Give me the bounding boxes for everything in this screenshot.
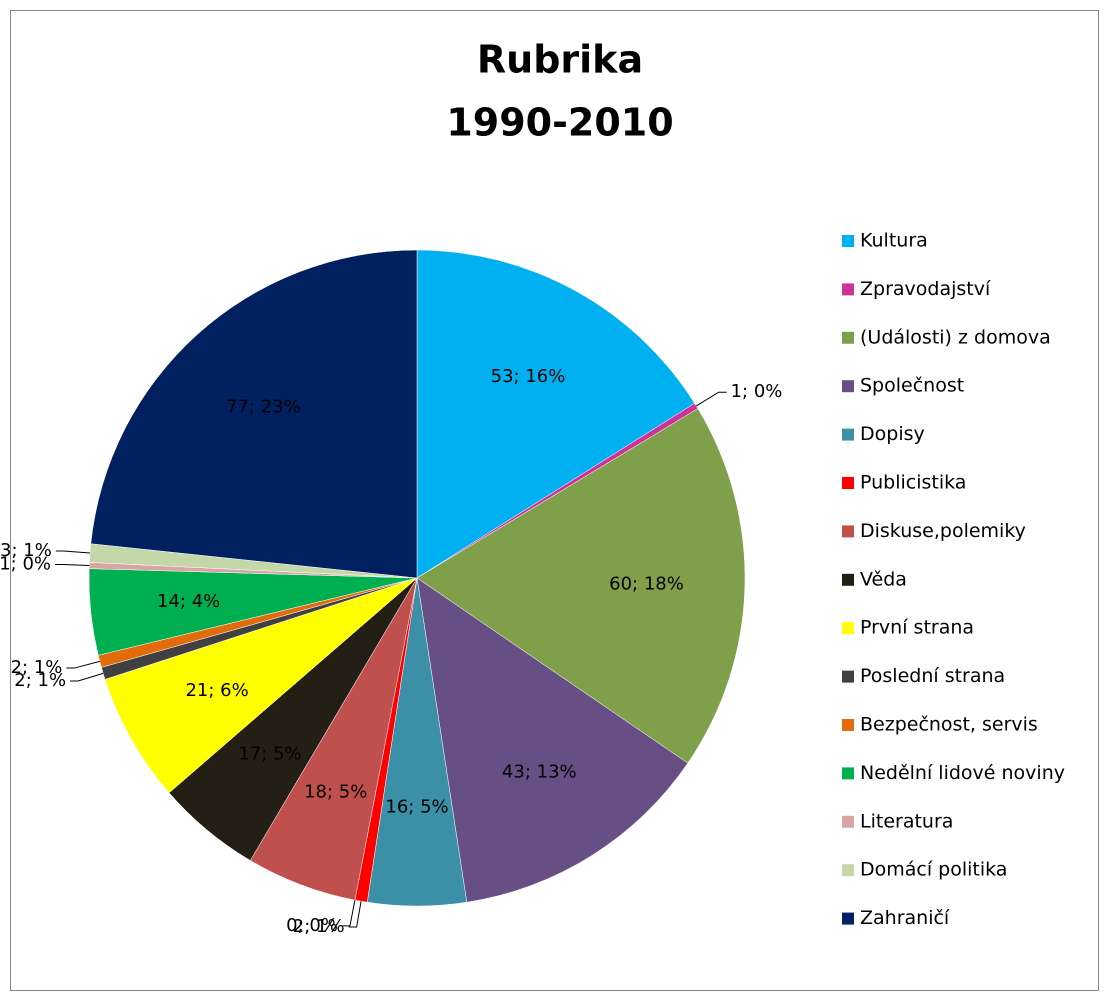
data-label: 0; 0% — [286, 915, 338, 936]
data-label: 3; 1% — [0, 540, 52, 561]
legend-label: Diskuse,polemiky — [860, 520, 1026, 542]
legend-swatch — [842, 864, 854, 877]
legend-label: Bezpečnost, servis — [860, 714, 1038, 736]
legend-label: Zpravodajství — [860, 278, 991, 300]
legend-label: Společnost — [860, 375, 964, 397]
leader-line — [341, 899, 356, 927]
data-label: 77; 23% — [226, 396, 301, 417]
data-label: 1; 0% — [0, 554, 51, 575]
legend-swatch — [842, 815, 854, 828]
data-label: 43; 13% — [502, 761, 577, 782]
legend-label: (Události) z domova — [860, 326, 1051, 348]
data-label: 16; 5% — [385, 797, 448, 818]
legend-swatch — [842, 573, 854, 586]
legend-swatch — [842, 670, 854, 683]
data-label: 17; 5% — [238, 743, 301, 764]
legend-label: Domácí politika — [860, 859, 1007, 881]
legend-label: Nedělní lidové noviny — [860, 762, 1065, 784]
legend-label: Věda — [860, 568, 907, 590]
legend-label: Zahraničí — [860, 907, 950, 929]
legend-label: Literatura — [860, 810, 953, 832]
legend-swatch — [842, 380, 854, 393]
pie-slice — [416, 408, 746, 764]
data-label: 53; 16% — [491, 366, 566, 387]
legend-label: Poslední strana — [860, 665, 1005, 687]
data-label: 60; 18% — [609, 574, 684, 595]
data-label: 2; 1% — [293, 916, 345, 937]
data-label: 1; 0% — [731, 381, 783, 402]
data-label: 2; 1% — [14, 670, 66, 691]
legend-swatch — [842, 477, 854, 489]
legend-swatch — [842, 622, 854, 635]
legend-swatch — [842, 719, 854, 731]
leader-line — [55, 550, 90, 554]
leader-line — [695, 391, 727, 407]
legend-label: Kultura — [860, 230, 928, 252]
leader-line — [55, 564, 90, 567]
legend-label: Publicistika — [860, 472, 966, 494]
pie-slice — [104, 577, 418, 794]
pie-slice — [90, 249, 418, 579]
legend-label: První strana — [860, 617, 974, 639]
data-label: 2; 1% — [11, 657, 63, 678]
legend-label: Dopisy — [860, 423, 925, 445]
legend-swatch — [842, 235, 854, 247]
leader-line — [70, 672, 104, 682]
legend-swatch — [842, 525, 854, 538]
pie-slice — [416, 577, 689, 903]
leader-line — [348, 901, 362, 928]
pie-slice — [416, 249, 695, 579]
legend-swatch — [842, 912, 854, 925]
leader-line — [66, 660, 100, 669]
data-label: 14; 4% — [157, 591, 220, 612]
legend-swatch — [842, 331, 854, 344]
legend-swatch — [842, 767, 854, 780]
legend-swatch — [842, 428, 854, 441]
data-label: 21; 6% — [185, 680, 248, 701]
chart-title: Rubrika — [477, 38, 643, 82]
chart-title: 1990-2010 — [446, 101, 673, 145]
data-label: 18; 5% — [304, 782, 367, 803]
legend-swatch — [842, 283, 854, 296]
